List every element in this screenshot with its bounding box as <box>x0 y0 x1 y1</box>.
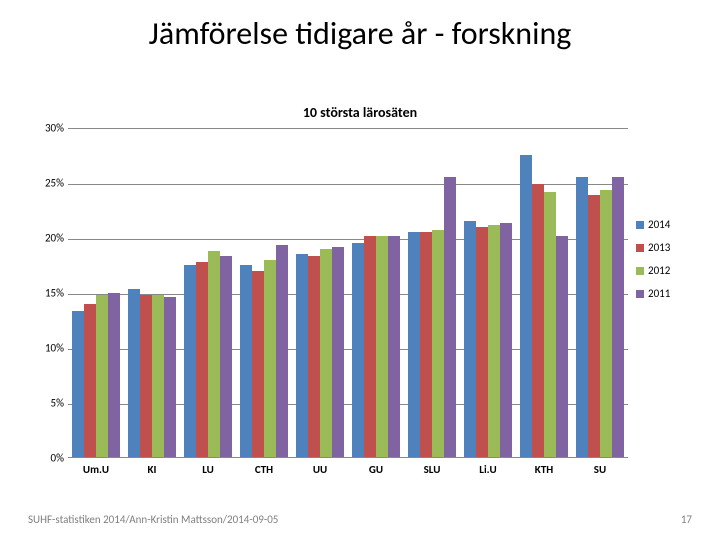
category-group: KTH <box>516 129 572 457</box>
category-group: SU <box>572 129 628 457</box>
x-tick-label: SLU <box>404 457 460 476</box>
legend-item: 2014 <box>636 218 692 231</box>
legend: 2014 2013 2012 2011 <box>636 218 692 310</box>
bar <box>184 265 196 457</box>
legend-label: 2014 <box>648 218 670 231</box>
bar <box>388 236 400 457</box>
legend-item: 2011 <box>636 287 692 300</box>
legend-item: 2013 <box>636 241 692 254</box>
bar <box>320 249 332 457</box>
bar <box>600 190 612 457</box>
x-tick-label: KTH <box>516 457 572 476</box>
y-tick-label: 30% <box>28 122 64 135</box>
bar <box>364 236 376 457</box>
bar <box>308 256 320 457</box>
legend-label: 2013 <box>648 241 670 254</box>
bar <box>332 247 344 457</box>
x-tick-label: LU <box>180 457 236 476</box>
category-group: LU <box>180 129 236 457</box>
bar <box>140 295 152 457</box>
bar <box>72 311 84 458</box>
bar <box>196 262 208 457</box>
bar <box>296 254 308 457</box>
bar <box>128 289 140 457</box>
x-tick-label: GU <box>348 457 404 476</box>
legend-swatch <box>636 290 644 298</box>
slide-title: Jämförelse tidigare år - forskning <box>0 14 720 53</box>
bar <box>576 177 588 457</box>
bar <box>520 155 532 457</box>
bar <box>476 227 488 457</box>
legend-swatch <box>636 267 644 275</box>
x-tick-label: KI <box>124 457 180 476</box>
legend-label: 2012 <box>648 264 670 277</box>
legend-label: 2011 <box>648 287 670 300</box>
bar <box>276 245 288 457</box>
y-tick-label: 0% <box>28 452 64 465</box>
x-tick-label: UU <box>292 457 348 476</box>
bar <box>84 304 96 457</box>
bar <box>96 295 108 457</box>
bar <box>444 177 456 457</box>
bar <box>252 271 264 457</box>
bar <box>208 251 220 457</box>
category-group: GU <box>348 129 404 457</box>
bar <box>556 236 568 457</box>
legend-item: 2012 <box>636 264 692 277</box>
bar <box>420 232 432 457</box>
bar <box>612 177 624 457</box>
x-tick-label: CTH <box>236 457 292 476</box>
bar <box>264 260 276 457</box>
category-group: CTH <box>236 129 292 457</box>
legend-swatch <box>636 244 644 252</box>
legend-swatch <box>636 221 644 229</box>
bar <box>408 232 420 457</box>
bar <box>152 295 164 457</box>
y-tick-label: 15% <box>28 287 64 300</box>
bar <box>376 236 388 457</box>
bar <box>164 297 176 457</box>
bar <box>500 223 512 457</box>
slide-number: 17 <box>681 513 692 526</box>
category-group: Um.U <box>68 129 124 457</box>
x-tick-label: SU <box>572 457 628 476</box>
bar <box>108 293 120 457</box>
y-tick-label: 5% <box>28 397 64 410</box>
bar <box>464 221 476 457</box>
bar <box>240 265 252 457</box>
y-tick-label: 10% <box>28 342 64 355</box>
category-group: KI <box>124 129 180 457</box>
bar <box>352 243 364 457</box>
category-group: SLU <box>404 129 460 457</box>
bar <box>532 184 544 457</box>
x-tick-label: Um.U <box>68 457 124 476</box>
bar <box>544 192 556 457</box>
bar <box>588 195 600 457</box>
x-tick-label: Li.U <box>460 457 516 476</box>
y-tick-label: 20% <box>28 232 64 245</box>
bar <box>488 225 500 457</box>
bar <box>432 230 444 457</box>
bar <box>220 256 232 457</box>
y-tick-label: 25% <box>28 177 64 190</box>
chart: 0%5%10%15%20%25%30% Um.UKILUCTHUUGUSLULi… <box>28 128 692 484</box>
category-group: Li.U <box>460 129 516 457</box>
category-group: UU <box>292 129 348 457</box>
footer-source: SUHF-statistiken 2014/Ann-Kristin Mattss… <box>28 513 278 526</box>
plot-area: Um.UKILUCTHUUGUSLULi.UKTHSU <box>68 128 628 458</box>
chart-subtitle: 10 största lärosäten <box>0 104 720 121</box>
